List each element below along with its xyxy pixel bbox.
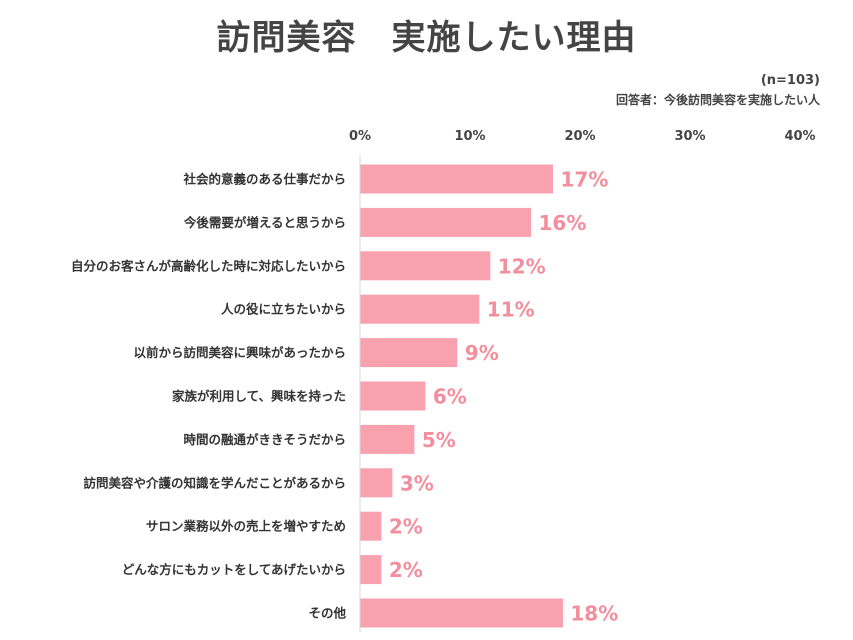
respondents-note: 回答者：今後訪問美容を実施したい人 xyxy=(615,93,820,107)
value-label: 3% xyxy=(400,471,434,495)
x-tick-label: 20% xyxy=(564,129,595,144)
value-label: 16% xyxy=(539,211,587,235)
value-label: 6% xyxy=(433,385,467,409)
bar xyxy=(360,207,531,237)
category-label: 時間の融通がききそうだから xyxy=(183,432,346,447)
category-label: どんな方にもカットをしてあげたいから xyxy=(122,562,346,577)
value-label: 12% xyxy=(498,254,546,278)
category-label: 人の役に立ちたいから xyxy=(221,302,346,317)
value-label: 2% xyxy=(389,558,423,582)
category-label: 訪問美容や介護の知識を学んだことがあるから xyxy=(83,475,346,490)
x-tick-label: 10% xyxy=(454,129,485,144)
category-label: その他 xyxy=(308,606,346,621)
bar xyxy=(360,424,415,454)
value-label: 5% xyxy=(422,428,456,452)
value-label: 18% xyxy=(570,602,618,626)
category-label: 自分のお客さんが高齢化した時に対応したいから xyxy=(71,258,346,273)
bar xyxy=(360,381,426,411)
x-tick-label: 30% xyxy=(674,129,705,144)
category-label: サロン業務以外の売上を増やすため xyxy=(146,519,346,534)
value-label: 17% xyxy=(561,168,609,192)
bar xyxy=(360,511,382,541)
x-tick-label: 0% xyxy=(349,129,371,144)
value-label: 9% xyxy=(465,341,499,365)
bar xyxy=(360,468,393,498)
bar xyxy=(360,598,563,628)
x-tick-label: 40% xyxy=(784,129,815,144)
value-label: 2% xyxy=(389,515,423,539)
bar xyxy=(360,251,491,281)
chart-title: 訪問美容 実施したい理由 xyxy=(216,18,637,58)
bar xyxy=(360,294,480,324)
sample-size: (n=103) xyxy=(760,73,820,88)
category-label: 以前から訪問美容に興味があったから xyxy=(133,345,346,360)
category-label: 社会的意義のある仕事だから xyxy=(182,172,346,187)
bar xyxy=(360,338,458,368)
bar xyxy=(360,555,382,585)
bar xyxy=(360,164,553,194)
category-label: 家族が利用して、興味を持った xyxy=(172,389,346,404)
value-label: 11% xyxy=(487,298,535,322)
category-label: 今後需要が増えると思うから xyxy=(183,215,346,230)
